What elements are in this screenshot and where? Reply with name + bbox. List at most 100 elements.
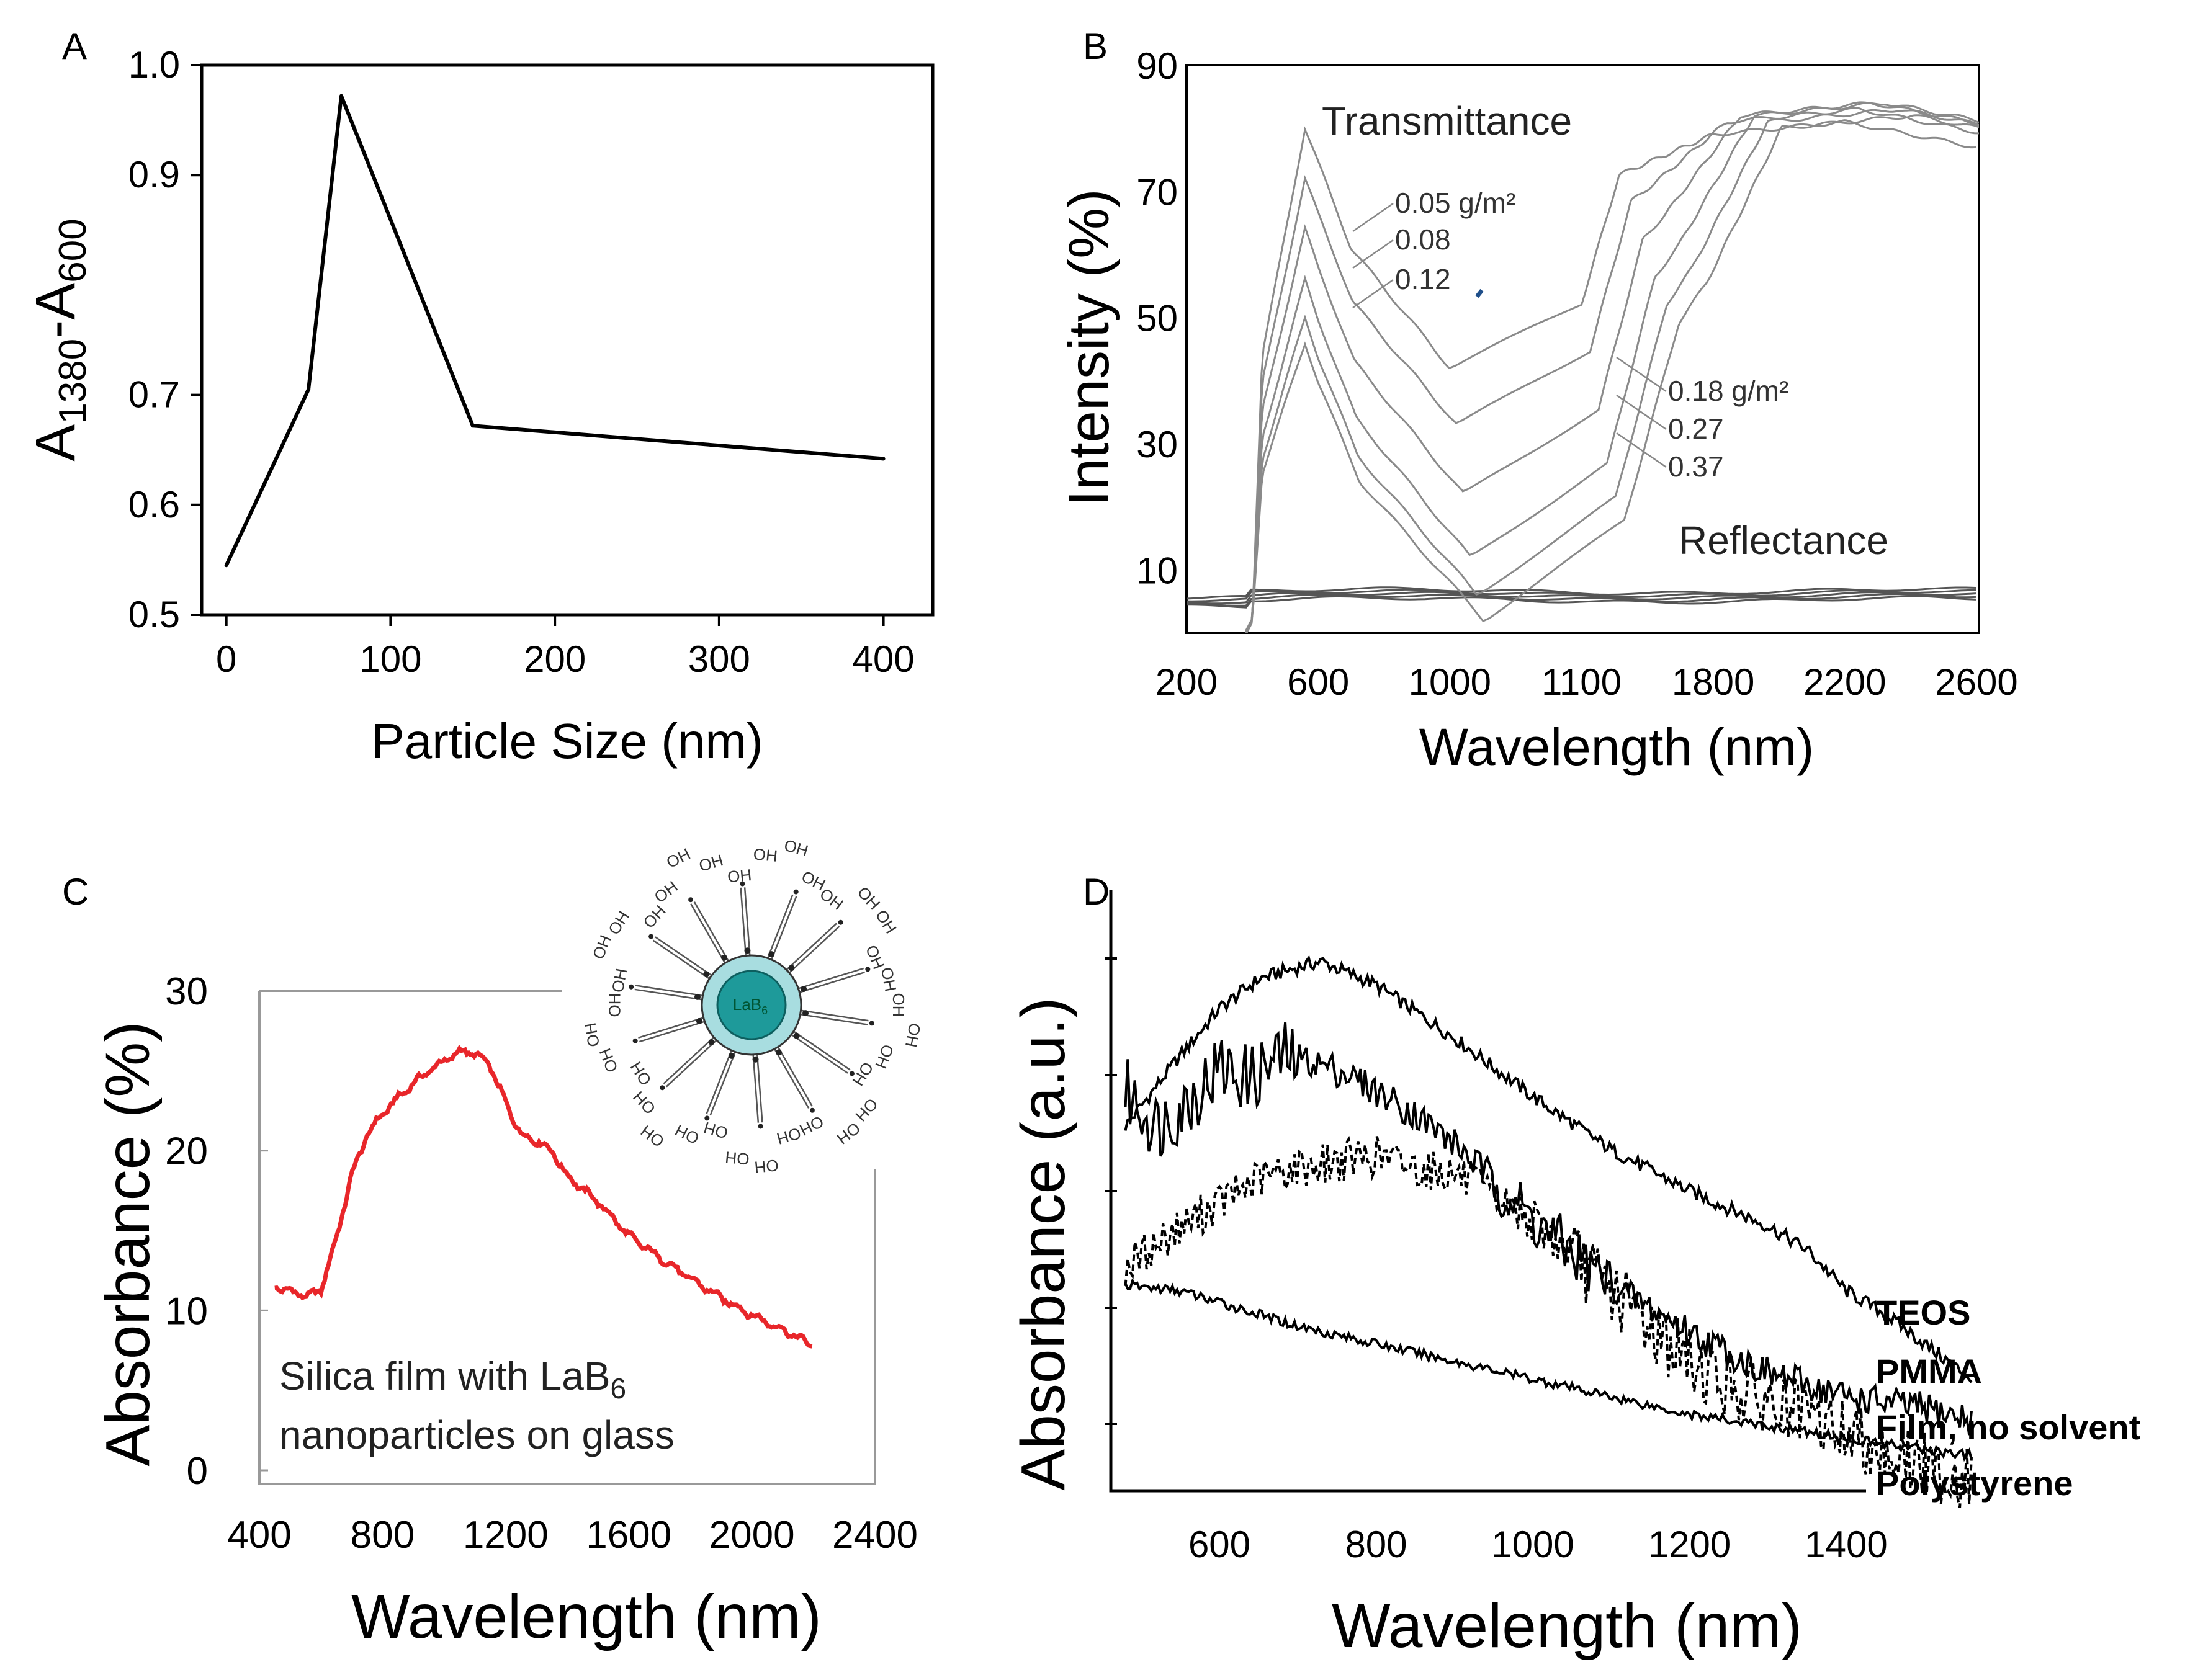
panel-a-y-axis-label: A1380-A600 <box>25 218 94 461</box>
panel-a-y-tick-label: 0.5 <box>128 594 180 635</box>
panel-a-series-line <box>224 95 884 566</box>
inset-end-dot <box>740 881 745 887</box>
panel-b-leader-line <box>1352 239 1394 269</box>
panel-b-curves <box>1187 101 1979 633</box>
panel-b-y-tick-label: 10 <box>1136 550 1178 591</box>
panel-a-ylabel-sub2: 600 <box>52 218 94 282</box>
panel-b-annotation-left: 0.08 <box>1395 223 1451 256</box>
panel-a: 0 100 200 300 400 0.5 0.6 0.7 0.9 1.0 Particle S… <box>25 44 935 769</box>
inset-end-dot <box>704 1115 710 1121</box>
inset-end-dot <box>688 897 694 903</box>
panel-b-annotation-left: 0.05 g/m² <box>1395 187 1515 219</box>
inset-end-dot <box>849 1071 855 1076</box>
panel-c-y-axis-label: Absorbance (%) <box>93 1022 163 1467</box>
panel-b-y-axis-label: Intensity (%) <box>1057 189 1121 506</box>
panel-b-x-tick-label: 2200 <box>1803 661 1886 703</box>
panel-c-series-line <box>274 1044 813 1349</box>
panel-b-leader-line <box>1616 356 1667 393</box>
inset-end-dot <box>869 1021 874 1026</box>
panel-a-data-point <box>307 387 311 391</box>
panel-b-leader-line <box>1352 279 1394 309</box>
panel-a-ylabel-main: A <box>25 424 87 462</box>
inset-spoke-inner <box>798 969 865 992</box>
panel-b-y-tick-label: 90 <box>1136 45 1178 87</box>
inset-anchor-dot <box>696 1017 702 1024</box>
panel-d-series-label: Polystyrene <box>1876 1463 2073 1503</box>
panel-d-x-tick-label: 800 <box>1345 1524 1407 1565</box>
inset-oh-label: OH <box>724 1148 750 1168</box>
panel-d-x-tick-label: 600 <box>1188 1524 1250 1565</box>
panel-d: 600 800 1000 1200 1400 TEOS PMMA Film, no solv… <box>1008 890 2140 1661</box>
panel-d-x-tick-label: 1200 <box>1648 1524 1731 1565</box>
panel-d-x-tick-label: 1000 <box>1491 1524 1574 1565</box>
panel-b-y-tick-label: 30 <box>1136 424 1178 465</box>
panel-b: 10 30 50 70 90 200 600 1000 1100 1800 2200 2600 Tr… <box>1057 45 2018 776</box>
panel-b-y-ticks: 10 30 50 70 90 <box>1136 45 1178 591</box>
inset-oh-label: OH <box>877 966 900 993</box>
inset-end-dot <box>629 984 634 990</box>
inset-end-dot <box>838 919 843 925</box>
panel-b-reflectance-curve <box>1187 593 1976 607</box>
panel-b-right-annotations: 0.18 g/m² 0.27 0.37 <box>1616 356 1788 483</box>
inset-spoke-inner <box>768 895 796 960</box>
inset-spoke-inner <box>664 1037 716 1086</box>
panel-a-x-tick-label: 200 <box>524 638 586 680</box>
panel-b-transmittance-curve <box>1245 114 1979 633</box>
panel-b-axes-frame <box>1185 64 1980 634</box>
panel-d-series-line <box>1124 1022 1973 1436</box>
inset-end-dot <box>793 889 799 895</box>
inset-spoke-inner <box>638 1018 705 1041</box>
panel-a-ylabel-sub1: 1380 <box>52 339 94 424</box>
inset-spoke-inner <box>691 902 728 963</box>
inset-spoke-inner <box>707 1050 735 1115</box>
inset-anchor-dot <box>788 965 795 972</box>
panel-b-x-tick-label: 600 <box>1287 661 1349 703</box>
panel-a-y-ticks: 0.5 0.6 0.7 0.9 1.0 <box>128 44 202 635</box>
panel-d-y-ticks <box>1105 957 1117 1425</box>
panel-b-letter: B <box>1083 25 1108 67</box>
panel-c-x-tick-label: 1600 <box>586 1514 671 1557</box>
inset-oh-label: OH <box>608 967 631 994</box>
panel-b-annotation-right: 0.18 g/m² <box>1668 375 1788 407</box>
panel-d-series-label: TEOS <box>1876 1293 1970 1332</box>
panel-d-series-line <box>1124 955 1973 1383</box>
panel-c-x-axis-label: Wavelength (nm) <box>351 1582 822 1651</box>
panel-a-data-point <box>224 563 228 568</box>
inset-end-dot <box>632 1038 638 1043</box>
panel-a-x-tick-label: 400 <box>853 638 915 680</box>
panel-b-blue-marker <box>1475 288 1484 298</box>
inset-anchor-dot <box>775 1049 782 1056</box>
inset-core <box>716 970 787 1040</box>
panel-a-y-tick-label: 0.6 <box>128 484 180 525</box>
inset-ligand-spokes <box>629 881 874 1129</box>
panel-b-annotation-right: 0.37 <box>1668 450 1724 483</box>
panel-b-x-tick-label: 1100 <box>1541 661 1622 703</box>
panel-a-x-axis-label: Particle Size (nm) <box>371 713 763 769</box>
panel-b-reflectance-label: Reflectance <box>1679 518 1888 563</box>
inset-anchor-dot <box>793 1032 800 1039</box>
inset-end-dot <box>648 934 654 939</box>
panel-b-y-tick-label: 50 <box>1136 298 1178 339</box>
panel-c-x-tick-label: 1200 <box>463 1514 549 1557</box>
panel-d-x-axis-label: Wavelength (nm) <box>1332 1591 1802 1661</box>
inset-spoke-inner <box>775 1047 812 1108</box>
inset-oh-label: OH <box>753 844 779 865</box>
inset-anchor-dot <box>703 971 710 978</box>
panel-b-leader-line <box>1352 202 1394 233</box>
inset-spoke-inner <box>753 1054 762 1123</box>
panel-b-transmittance-curve <box>1245 107 1979 633</box>
panel-a-x-tick-label: 0 <box>216 638 236 680</box>
panel-b-reflectance-curve <box>1187 595 1976 609</box>
inset-oh-label: OH <box>889 993 908 1017</box>
panel-c-legend: Silica film with LaB6 nanoparticles on g… <box>279 1354 675 1457</box>
panel-a-x-ticks: 0 100 200 300 400 <box>216 615 915 680</box>
panel-d-x-ticks: 600 800 1000 1200 1400 <box>1188 1524 1888 1565</box>
inset-end-dot <box>758 1124 763 1129</box>
panel-c-legend-line2: nanoparticles on glass <box>279 1413 675 1457</box>
panel-d-y-axis-label: Absorbance (a.u.) <box>1008 998 1078 1491</box>
panel-c-y-tick-label: 10 <box>165 1290 208 1333</box>
panel-b-transmittance-label: Transmittance <box>1322 99 1572 143</box>
panel-c-inset-diagram: OHOHOHOHOHOHOHOHOHOHOHOHOHOHOHOHOHOHOHOH… <box>575 828 928 1182</box>
panel-d-series-label: Film, no solvent <box>1876 1408 2140 1447</box>
